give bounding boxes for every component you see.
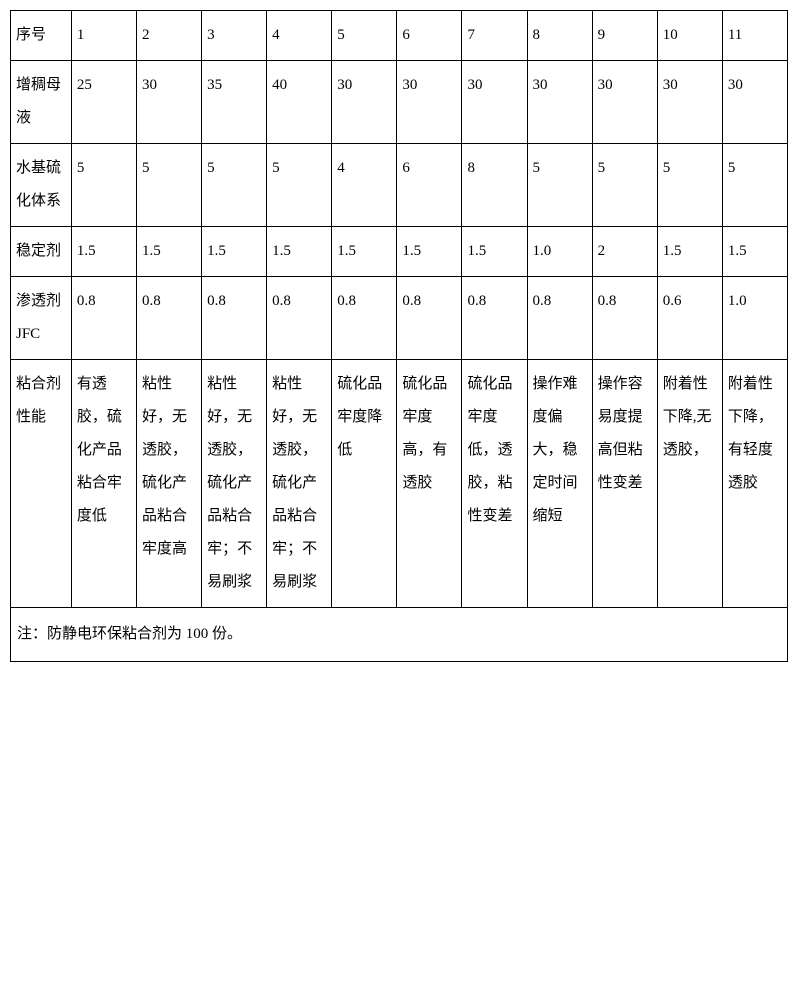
cell: 5: [202, 144, 267, 227]
row-label: 渗透剂JFC: [11, 277, 72, 360]
cell: 附着性下降,无透胶，: [657, 360, 722, 608]
cell: 40: [267, 61, 332, 144]
cell: 3: [202, 11, 267, 61]
table-body: 序号 1 2 3 4 5 6 7 8 9 10 11 增稠母液 25 30 35…: [11, 11, 788, 662]
cell: 6: [397, 144, 462, 227]
cell: 1.0: [527, 227, 592, 277]
cell: 0.8: [527, 277, 592, 360]
cell: 5: [722, 144, 787, 227]
cell: 1.5: [722, 227, 787, 277]
cell: 2: [136, 11, 201, 61]
cell: 1.5: [332, 227, 397, 277]
cell: 8: [527, 11, 592, 61]
cell: 30: [657, 61, 722, 144]
cell: 粘性好，无透胶，硫化产品粘合牢度高: [136, 360, 201, 608]
cell: 5: [71, 144, 136, 227]
table-row: 序号 1 2 3 4 5 6 7 8 9 10 11: [11, 11, 788, 61]
cell: 0.8: [462, 277, 527, 360]
cell: 1.5: [71, 227, 136, 277]
cell: 35: [202, 61, 267, 144]
cell: 操作难度偏大，稳定时间缩短: [527, 360, 592, 608]
data-table: 序号 1 2 3 4 5 6 7 8 9 10 11 增稠母液 25 30 35…: [10, 10, 788, 662]
cell: 0.8: [397, 277, 462, 360]
cell: 1.5: [202, 227, 267, 277]
cell: 0.8: [71, 277, 136, 360]
row-label: 粘合剂性能: [11, 360, 72, 608]
table-row: 渗透剂JFC 0.8 0.8 0.8 0.8 0.8 0.8 0.8 0.8 0…: [11, 277, 788, 360]
cell: 0.6: [657, 277, 722, 360]
cell: 5: [136, 144, 201, 227]
cell: 1.5: [136, 227, 201, 277]
cell: 粘性好，无透胶，硫化产品粘合牢；不易刷浆: [267, 360, 332, 608]
cell: 30: [332, 61, 397, 144]
cell: 30: [527, 61, 592, 144]
cell: 硫化品牢度低，透胶，粘性变差: [462, 360, 527, 608]
cell: 操作容易度提高但粘性变差: [592, 360, 657, 608]
cell: 硫化品牢度降低: [332, 360, 397, 608]
table-row: 水基硫化体系 5 5 5 5 4 6 8 5 5 5 5: [11, 144, 788, 227]
cell: 0.8: [332, 277, 397, 360]
table-row: 稳定剂 1.5 1.5 1.5 1.5 1.5 1.5 1.5 1.0 2 1.…: [11, 227, 788, 277]
cell: 1.5: [657, 227, 722, 277]
cell: 4: [267, 11, 332, 61]
cell: 5: [527, 144, 592, 227]
cell: 1: [71, 11, 136, 61]
cell: 30: [722, 61, 787, 144]
cell: 0.8: [267, 277, 332, 360]
cell: 5: [592, 144, 657, 227]
row-label: 序号: [11, 11, 72, 61]
table-row: 增稠母液 25 30 35 40 30 30 30 30 30 30 30: [11, 61, 788, 144]
cell: 9: [592, 11, 657, 61]
cell: 7: [462, 11, 527, 61]
cell: 30: [397, 61, 462, 144]
row-label: 水基硫化体系: [11, 144, 72, 227]
cell: 有透胶，硫化产品粘合牢度低: [71, 360, 136, 608]
cell: 1.5: [267, 227, 332, 277]
table-row: 粘合剂性能 有透胶，硫化产品粘合牢度低 粘性好，无透胶，硫化产品粘合牢度高 粘性…: [11, 360, 788, 608]
cell: 8: [462, 144, 527, 227]
cell: 2: [592, 227, 657, 277]
cell: 25: [71, 61, 136, 144]
cell: 0.8: [592, 277, 657, 360]
cell: 硫化品牢度高，有透胶: [397, 360, 462, 608]
cell: 附着性下降，有轻度透胶: [722, 360, 787, 608]
cell: 30: [136, 61, 201, 144]
cell: 5: [332, 11, 397, 61]
cell: 6: [397, 11, 462, 61]
cell: 1.0: [722, 277, 787, 360]
cell: 30: [462, 61, 527, 144]
footnote: 注：防静电环保粘合剂为 100 份。: [11, 608, 788, 662]
cell: 1.5: [462, 227, 527, 277]
cell: 30: [592, 61, 657, 144]
cell: 0.8: [136, 277, 201, 360]
cell: 1.5: [397, 227, 462, 277]
row-label: 稳定剂: [11, 227, 72, 277]
table-container: 序号 1 2 3 4 5 6 7 8 9 10 11 增稠母液 25 30 35…: [0, 0, 798, 672]
cell: 5: [267, 144, 332, 227]
cell: 5: [657, 144, 722, 227]
cell: 4: [332, 144, 397, 227]
cell: 粘性好，无透胶，硫化产品粘合牢；不易刷浆: [202, 360, 267, 608]
footnote-row: 注：防静电环保粘合剂为 100 份。: [11, 608, 788, 662]
row-label: 增稠母液: [11, 61, 72, 144]
cell: 0.8: [202, 277, 267, 360]
cell: 11: [722, 11, 787, 61]
cell: 10: [657, 11, 722, 61]
